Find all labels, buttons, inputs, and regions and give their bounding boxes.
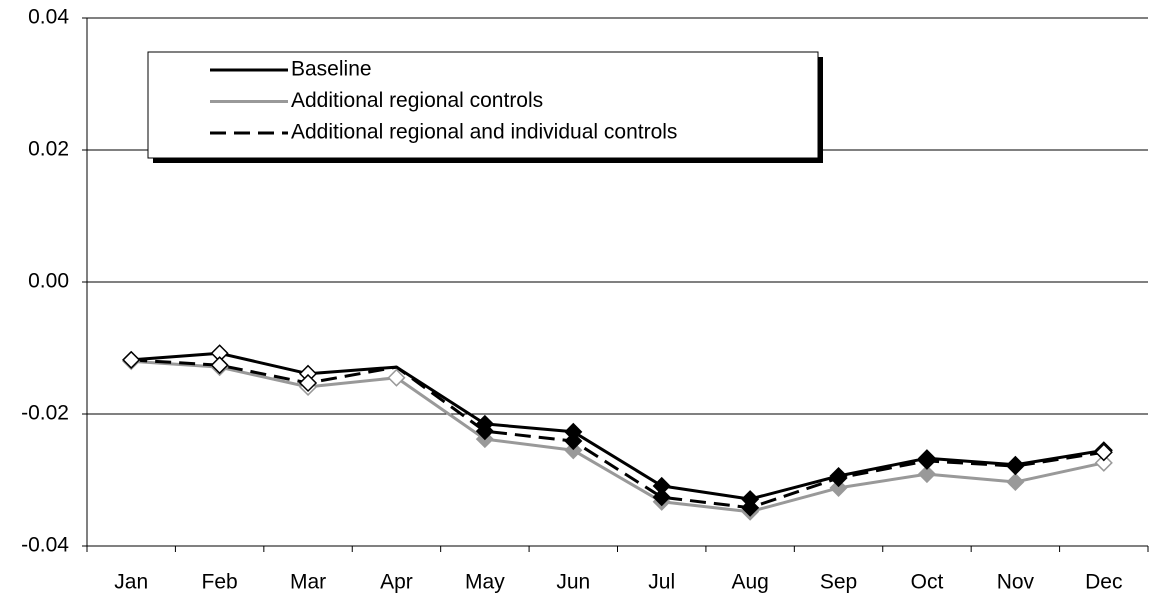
data-point [741, 498, 760, 517]
legend-label: Additional regional controls [291, 89, 543, 112]
series-line [131, 359, 1105, 514]
data-point [210, 356, 229, 375]
data-point [829, 468, 848, 488]
y-tick-label: -0.04 [21, 534, 69, 557]
x-tick-label: Jun [556, 571, 590, 594]
x-tick-label: Mar [290, 571, 326, 594]
series-line [131, 351, 1105, 501]
x-tick-label: Sep [820, 571, 857, 594]
data-point [917, 464, 937, 484]
data-point [1094, 453, 1113, 472]
data-point [387, 368, 406, 387]
x-tick-label: Dec [1085, 571, 1122, 594]
x-tick-label: Jan [114, 571, 148, 594]
y-tick-label: 0.00 [28, 270, 69, 293]
y-tick-label: 0.02 [28, 138, 69, 161]
legend-label: Baseline [291, 58, 372, 81]
data-point [564, 441, 583, 460]
x-tick-label: Apr [380, 571, 413, 594]
y-tick-label: -0.02 [21, 402, 69, 425]
x-tick-label: Oct [911, 571, 944, 594]
x-tick-label: Jul [648, 571, 675, 594]
x-tick-label: Aug [731, 571, 768, 594]
data-point [917, 451, 937, 470]
data-point [652, 488, 671, 507]
data-point [1006, 472, 1025, 492]
data-point [475, 422, 494, 441]
legend-label: Additional regional and individual contr… [291, 121, 677, 144]
y-tick-label: 0.04 [28, 6, 69, 29]
x-tick-label: Feb [202, 571, 238, 594]
series-line [131, 358, 1105, 510]
data-point [1094, 443, 1113, 462]
data-point [564, 431, 583, 451]
data-point [829, 478, 848, 497]
x-tick-label: Nov [997, 571, 1035, 594]
x-tick-label: May [465, 571, 505, 594]
data-point [298, 373, 318, 393]
data-point [1006, 457, 1025, 476]
data-point [122, 350, 141, 369]
